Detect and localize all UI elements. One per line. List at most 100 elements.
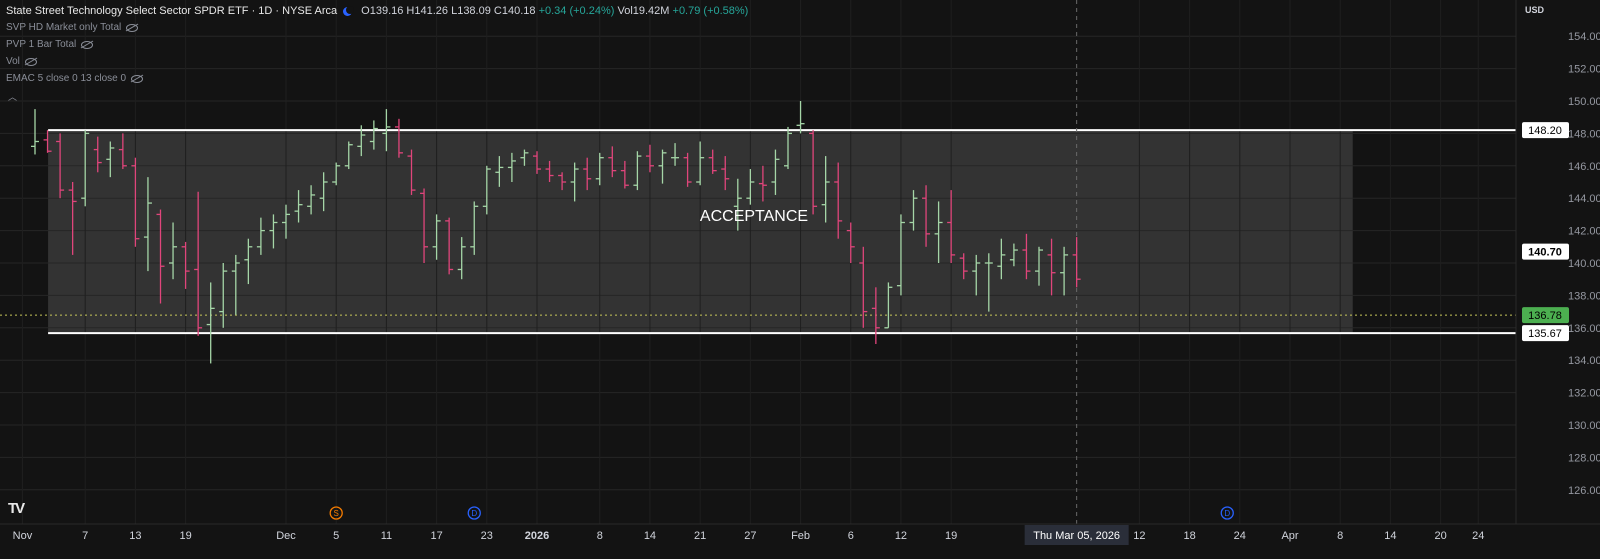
ohlc-bar [696, 141, 705, 186]
x-tick-label: 14 [644, 530, 656, 542]
ohlc-bar [633, 151, 642, 191]
x-tick-label: 7 [82, 530, 88, 542]
indicator-emac[interactable]: EMAC 5 close 0 13 close 0 [6, 70, 748, 87]
price-label: 148.20 [1528, 125, 1562, 137]
ohlc-bar [545, 160, 554, 182]
event-marker [467, 506, 481, 520]
ohlc-bar [1072, 237, 1081, 288]
ohlc-bar [181, 241, 190, 289]
ohlc-bar [721, 156, 730, 191]
indicator-label: SVP HD Market only Total [6, 22, 122, 33]
change-value: +0.34 (+0.24%) [538, 5, 615, 17]
ohlc-bar [1047, 238, 1056, 296]
y-tick-label: 146.00 [1568, 161, 1600, 173]
event-marker-label: D [471, 509, 477, 518]
ohlc-bar [896, 214, 905, 296]
ohlc-bar [809, 130, 818, 215]
ohlc-bar [43, 130, 52, 153]
indicator-svp[interactable]: SVP HD Market only Total [6, 19, 748, 36]
currency-label[interactable]: USD [1524, 5, 1544, 15]
x-tick-label: 8 [1337, 530, 1343, 542]
ohlc-bar [219, 263, 228, 328]
x-tick-label: 14 [1384, 530, 1396, 542]
x-tick-label: 11 [381, 530, 392, 542]
close-value: C140.18 [493, 5, 536, 17]
price-label: 136.78 [1528, 310, 1562, 322]
indicator-label: Vol [6, 56, 20, 67]
x-tick-label: 2026 [525, 530, 549, 542]
x-tick-label: 8 [597, 530, 603, 542]
symbol-title[interactable]: State Street Technology Select Sector SP… [6, 5, 338, 17]
eye-slash-icon[interactable] [131, 74, 144, 83]
ohlc-bar [972, 254, 981, 296]
time-axis [0, 524, 1600, 559]
ohlc-bar [256, 217, 265, 255]
x-tick-label: 5 [333, 530, 339, 542]
ohlc-bar [784, 126, 792, 170]
eye-slash-icon[interactable] [24, 57, 37, 66]
legend: State Street Technology Select Sector SP… [6, 3, 748, 87]
indicator-pvp[interactable]: PVP 1 Bar Total [6, 36, 748, 53]
ohlc-bar [570, 162, 579, 202]
y-tick-label: 144.00 [1568, 193, 1600, 205]
ohlc-bar [294, 190, 303, 223]
ohlc-bar [394, 118, 403, 158]
ohlc-bar [68, 182, 77, 255]
ohlc-bar [1022, 233, 1031, 280]
ohlc-bar [495, 156, 504, 187]
ohlc-bar [357, 125, 366, 157]
collapse-legend-icon[interactable]: ︿ [8, 92, 18, 102]
ohlc-bar [307, 185, 316, 215]
ohlc-bar [708, 149, 717, 174]
ohlc-bar [959, 253, 968, 280]
price-label: 135.67 [1528, 328, 1562, 340]
ohlc-bar [645, 144, 654, 173]
event-marker-label: S [334, 509, 339, 518]
ohlc-bar [332, 162, 341, 186]
ohlc-bar [922, 185, 931, 247]
ohlc-bar [169, 222, 178, 280]
x-tick-label: 27 [744, 530, 756, 542]
ohlc-bar [520, 149, 529, 166]
low-value: L138.09 [451, 5, 491, 17]
x-tick-label: 17 [430, 530, 442, 542]
ohlc-bar [106, 141, 115, 178]
ohlc-bar [507, 152, 516, 182]
y-tick-label: 136.00 [1568, 323, 1600, 335]
ohlc-bar [31, 109, 39, 155]
ohlc-bar [231, 254, 240, 315]
tradingview-logo-icon[interactable]: TV [8, 500, 25, 517]
price-label-box [1522, 325, 1569, 342]
ohlc-bar [407, 149, 416, 195]
ohlc-values: O139.16 H141.26 L138.09 C140.18 +0.34 (+… [361, 5, 748, 17]
ohlc-bar [746, 169, 755, 205]
ohlc-bar [859, 246, 868, 328]
y-tick-label: 148.00 [1568, 128, 1600, 140]
ohlc-bar [445, 217, 454, 275]
x-tick-label: Nov [13, 530, 33, 542]
price-label-box [1522, 243, 1569, 260]
volume-change: +0.79 (+0.58%) [672, 5, 749, 17]
eye-slash-icon[interactable] [81, 40, 94, 49]
ohlc-bar [758, 165, 767, 202]
x-tick-label: 20 [1434, 530, 1446, 542]
ohlc-bar [269, 214, 278, 249]
ohlc-bar [420, 188, 429, 263]
eye-slash-icon[interactable] [126, 23, 139, 32]
event-marker-label: D [1224, 509, 1230, 518]
y-tick-label: 128.00 [1568, 452, 1600, 464]
volume-value: Vol19.42M [617, 5, 670, 17]
ohlc-bar [533, 151, 541, 174]
indicator-vol[interactable]: Vol [6, 53, 748, 70]
ohlc-bar [81, 130, 90, 207]
x-tick-label: Feb [791, 530, 810, 542]
ohlc-bar [432, 214, 441, 260]
y-tick-label: 152.00 [1568, 64, 1600, 76]
y-tick-label: 150.00 [1568, 96, 1600, 108]
x-tick-label: Dec [276, 530, 296, 542]
ohlc-bar [282, 204, 290, 239]
ohlc-bar [620, 160, 629, 189]
x-tick-label: 19 [179, 530, 191, 542]
x-tick-label: 12 [1133, 530, 1145, 542]
